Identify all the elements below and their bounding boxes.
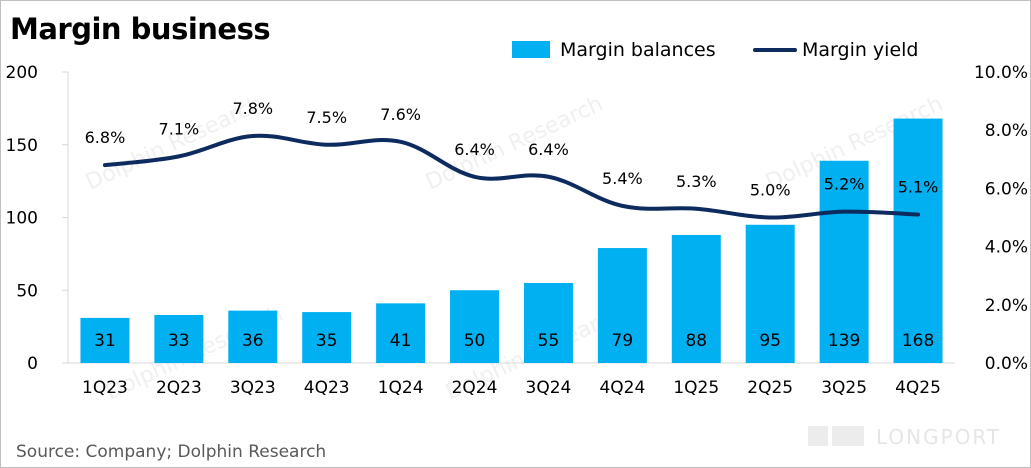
- bar-margin-balance: [523, 282, 573, 363]
- bar-margin-balance: [80, 317, 130, 363]
- bar-data-label: 55: [538, 331, 560, 351]
- longport-logo: LONGPORT: [808, 425, 1001, 449]
- y-right-tick-label: 4.0%: [985, 238, 1028, 258]
- y-left-tick-label: 50: [16, 281, 38, 301]
- longport-logo-text: LONGPORT: [876, 425, 1001, 449]
- bar-margin-balance: [745, 224, 795, 363]
- y-left-tick-label: 150: [6, 136, 38, 156]
- bar-data-label: 31: [94, 331, 116, 351]
- legend-margin-balances-label: Margin balances: [560, 39, 716, 61]
- longport-logo-mark-right: [832, 426, 864, 446]
- bar-data-label: 95: [759, 331, 781, 351]
- bar-data-label: 35: [316, 331, 338, 351]
- longport-logo-mark-left: [808, 426, 828, 446]
- bar-data-label: 168: [902, 331, 934, 351]
- line-data-label: 6.4%: [528, 140, 569, 159]
- x-tick-label: 2Q25: [747, 378, 793, 398]
- watermark-text: Dolphin Research: [422, 91, 607, 195]
- bar-data-label: 50: [464, 331, 486, 351]
- line-data-label: 5.0%: [750, 181, 791, 200]
- x-tick-label: 2Q23: [156, 378, 202, 398]
- line-data-label: 6.4%: [454, 140, 495, 159]
- bar-margin-balance: [597, 248, 647, 363]
- bar-data-label: 79: [612, 331, 634, 351]
- y-left-tick-label: 200: [6, 63, 38, 83]
- bar-data-label: 36: [242, 331, 264, 351]
- legend-margin-yield-label: Margin yield: [802, 39, 919, 61]
- line-data-label: 5.2%: [824, 175, 865, 194]
- x-tick-label: 4Q25: [895, 378, 941, 398]
- x-tick-label: 1Q24: [378, 378, 424, 398]
- source-note: Source: Company; Dolphin Research: [16, 442, 327, 462]
- x-tick-label: 4Q23: [304, 378, 350, 398]
- bar-margin-balance: [302, 312, 352, 363]
- y-left-tick-label: 0: [27, 354, 38, 374]
- line-data-label: 7.8%: [232, 99, 273, 118]
- bar-margin-balance: [893, 118, 943, 363]
- y-right-tick-label: 2.0%: [985, 296, 1028, 316]
- bar-margin-balance: [228, 310, 278, 363]
- line-data-label: 5.1%: [898, 178, 939, 197]
- y-right-tick-label: 0.0%: [985, 354, 1028, 374]
- bar-margin-balance: [819, 160, 869, 363]
- x-tick-label: 2Q24: [452, 378, 498, 398]
- x-tick-label: 1Q25: [673, 378, 719, 398]
- line-data-label: 7.6%: [380, 105, 421, 124]
- legend: Margin balances Margin yield: [512, 39, 919, 61]
- line-data-label: 7.5%: [306, 108, 347, 127]
- bar-margin-balance: [376, 303, 426, 363]
- y-left-tick-label: 100: [6, 209, 38, 229]
- x-tick-label: 3Q24: [526, 378, 572, 398]
- legend-margin-balances-swatch: [512, 41, 550, 58]
- bar-data-label: 88: [685, 331, 707, 351]
- watermark-group: Dolphin Research Dolphin Research Dolphin …: [82, 91, 947, 405]
- bar-data-label: 33: [168, 331, 190, 351]
- y-right-tick-label: 6.0%: [985, 179, 1028, 199]
- x-tick-label: 3Q23: [230, 378, 276, 398]
- line-data-label: 7.1%: [159, 119, 200, 138]
- y-right-tick-label: 10.0%: [974, 63, 1028, 83]
- y-right-tick-label: 8.0%: [985, 121, 1028, 141]
- bar-margin-balance: [671, 234, 721, 363]
- margin-yield-line: [102, 133, 921, 220]
- line-data-label: 6.8%: [85, 128, 126, 147]
- bar-data-label: 139: [828, 331, 860, 351]
- line-data-label: 5.3%: [676, 172, 717, 191]
- bar-data-label: 41: [390, 331, 412, 351]
- x-tick-label: 4Q24: [599, 378, 645, 398]
- chart-title: Margin business: [10, 12, 271, 46]
- line-data-label: 5.4%: [602, 169, 643, 188]
- bar-margin-balance: [450, 290, 500, 363]
- x-tick-label: 1Q23: [82, 378, 128, 398]
- x-tick-label: 3Q25: [821, 378, 867, 398]
- bar-margin-balance: [154, 314, 204, 363]
